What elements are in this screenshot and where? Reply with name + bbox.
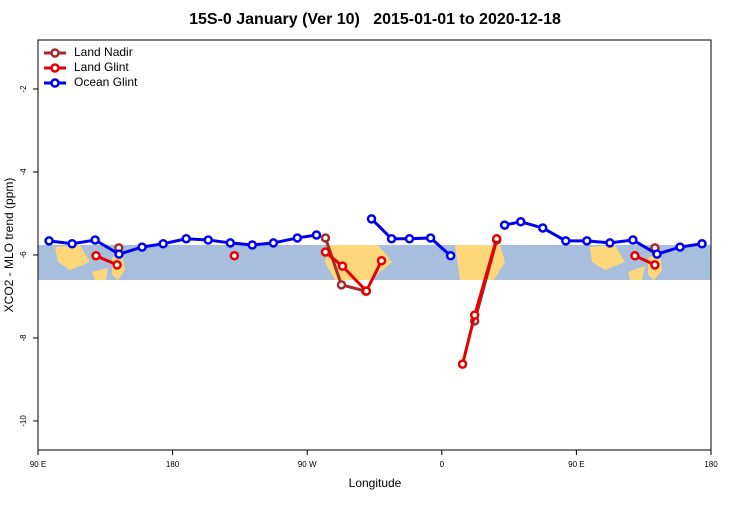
point (404, 234, 415, 244)
point (366, 214, 377, 224)
x-tick-label: 180 (166, 460, 180, 469)
point (650, 260, 660, 270)
y-tick-label: -10 (19, 415, 28, 427)
legend-marker (50, 78, 60, 88)
point (697, 239, 707, 249)
land (92, 268, 108, 280)
land (590, 245, 625, 270)
point (457, 359, 468, 369)
y-tick-label: -4 (19, 168, 28, 176)
y-tick-label: -2 (19, 85, 28, 93)
point (203, 235, 213, 245)
y-axis-label: XCO2 - MLO trend (ppm) (2, 178, 16, 313)
point (425, 233, 436, 243)
point (112, 260, 122, 270)
point (469, 310, 480, 320)
point (652, 249, 662, 259)
point (158, 239, 168, 249)
point (376, 256, 387, 266)
point (561, 236, 571, 246)
series-line (504, 220, 703, 256)
x-axis-label: Longitude (349, 476, 402, 490)
point (675, 242, 685, 252)
point (630, 251, 640, 261)
point (445, 251, 456, 261)
legend-label: Ocean Glint (74, 75, 138, 89)
land (55, 245, 90, 270)
plot-frame (37, 39, 712, 451)
point (605, 238, 615, 248)
point (491, 234, 502, 244)
point (292, 233, 303, 243)
point (114, 249, 124, 259)
point (516, 217, 526, 227)
legend-marker (50, 63, 60, 73)
point (337, 261, 348, 271)
land (628, 266, 645, 280)
point (336, 280, 347, 290)
point (247, 240, 258, 250)
point (628, 235, 638, 245)
point (499, 220, 510, 230)
point (268, 238, 279, 248)
point (181, 234, 191, 244)
point (225, 238, 236, 248)
point (582, 236, 592, 246)
point (320, 233, 331, 243)
y-tick-label: -6 (19, 251, 28, 259)
legend-marker (50, 48, 60, 58)
point (44, 236, 54, 246)
point (90, 235, 100, 245)
point (229, 251, 240, 261)
point (386, 234, 397, 244)
point (67, 239, 77, 249)
y-tick-label: -8 (19, 334, 28, 342)
legend-label: Land Glint (74, 60, 129, 74)
point (320, 247, 331, 257)
point (91, 251, 101, 261)
chart-title: 15S-0 January (Ver 10) 2015-01-01 to 202… (189, 11, 561, 28)
point (361, 286, 372, 296)
series-line (324, 250, 383, 294)
point (137, 242, 147, 252)
x-tick-label: 90 W (298, 460, 317, 469)
x-tick-label: 0 (440, 460, 445, 469)
legend-label: Land Nadir (74, 45, 133, 59)
x-tick-label: 180 (704, 460, 718, 469)
point (538, 223, 548, 233)
x-tick-label: 90 E (568, 460, 584, 469)
x-tick-label: 90 E (30, 460, 46, 469)
point (311, 230, 322, 240)
